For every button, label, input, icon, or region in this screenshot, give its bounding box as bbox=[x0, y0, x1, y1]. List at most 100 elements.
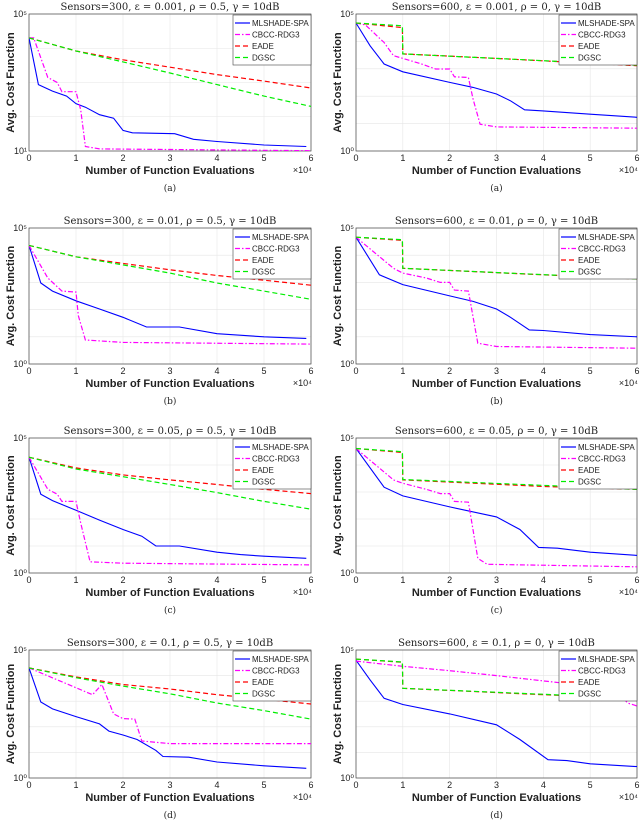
x-tick-label: 6 bbox=[634, 153, 639, 163]
x-tick-label: 0 bbox=[26, 575, 31, 585]
legend-label: DGSC bbox=[578, 268, 601, 277]
x-tick-label: 0 bbox=[26, 153, 31, 163]
axes-box bbox=[355, 13, 638, 152]
x-tick-label: 6 bbox=[634, 575, 639, 585]
x-tick-label: 6 bbox=[308, 153, 313, 163]
legend-label: DGSC bbox=[252, 268, 275, 277]
x-tick-label: 5 bbox=[588, 780, 593, 790]
y-tick-label: 10⁰ bbox=[13, 359, 27, 369]
x-tick-label: 2 bbox=[120, 575, 125, 585]
plot-title: Sensors=600, ε = 0.1, ρ = 0, γ = 10dB bbox=[398, 638, 595, 649]
x-tick-label: 4 bbox=[214, 780, 219, 790]
x-tick-label: 4 bbox=[214, 366, 219, 376]
series-line-cbcc-rdg3 bbox=[356, 448, 637, 568]
subplot-3: 0 1 2 3 4 5 6 10⁵ 10⁰ ×10⁴ Sensors=300, ε = 0.01, … bbox=[5, 216, 314, 407]
y-axis-label: Avg. Cost Function bbox=[332, 664, 344, 765]
x-multiplier: ×10⁴ bbox=[619, 378, 638, 388]
y-tick-label: 10⁰ bbox=[340, 146, 354, 156]
series-line-dgsc bbox=[29, 37, 311, 107]
y-tick-label: 10⁰ bbox=[340, 568, 354, 578]
legend-label: EADE bbox=[578, 256, 600, 265]
y-tick-label: 10⁵ bbox=[13, 433, 27, 443]
series-line-mlshade-spa bbox=[356, 659, 637, 768]
y-tick-label: 10⁰ bbox=[13, 773, 27, 783]
x-tick-label: 3 bbox=[494, 780, 499, 790]
series-line-mlshade-spa bbox=[29, 245, 307, 339]
x-tick-label: 3 bbox=[494, 575, 499, 585]
x-tick-label: 2 bbox=[120, 366, 125, 376]
legend-label: MLSHADE-SPA bbox=[252, 233, 309, 242]
x-tick-label: 3 bbox=[167, 780, 172, 790]
x-tick-label: 0 bbox=[26, 366, 31, 376]
legend-label: MLSHADE-SPA bbox=[252, 19, 309, 28]
legend-label: EADE bbox=[252, 256, 274, 265]
axes-box bbox=[28, 649, 312, 779]
x-tick-label: 2 bbox=[120, 153, 125, 163]
x-tick-label: 6 bbox=[308, 780, 313, 790]
legend: MLSHADE-SPA CBCC-RDG3 EADE DGSC bbox=[232, 228, 312, 280]
x-tick-label: 1 bbox=[73, 366, 78, 376]
x-axis-label: Number of Function Evaluations bbox=[85, 165, 254, 177]
legend: MLSHADE-SPA CBCC-RDG3 EADE DGSC bbox=[558, 14, 638, 66]
plot-title: Sensors=300, ε = 0.1, ρ = 0.5, γ = 10dB bbox=[67, 638, 273, 649]
legend-label: DGSC bbox=[578, 478, 601, 487]
legend-label: MLSHADE-SPA bbox=[578, 655, 635, 664]
legend-label: DGSC bbox=[252, 690, 275, 699]
x-tick-label: 6 bbox=[634, 366, 639, 376]
x-tick-label: 2 bbox=[447, 780, 452, 790]
legend-label: CBCC-RDG3 bbox=[578, 31, 626, 40]
legend-label: CBCC-RDG3 bbox=[252, 245, 300, 254]
series-line-mlshade-spa bbox=[29, 667, 307, 769]
x-tick-label: 0 bbox=[353, 366, 358, 376]
x-multiplier: ×10⁴ bbox=[619, 165, 638, 175]
x-tick-label: 1 bbox=[400, 575, 405, 585]
y-axis-label: Avg. Cost Function bbox=[5, 455, 17, 556]
plot-title: Sensors=300, ε = 0.01, ρ = 0.5, γ = 10dB bbox=[64, 216, 277, 227]
plot-title: Sensors=600, ε = 0.05, ρ = 0, γ = 10dB bbox=[395, 426, 598, 437]
series-line-mlshade-spa bbox=[356, 236, 637, 338]
legend-label: CBCC-RDG3 bbox=[578, 455, 626, 464]
plot-title: Sensors=300, ε = 0.001, ρ = 0.5, γ = 10d… bbox=[60, 2, 279, 13]
x-tick-label: 6 bbox=[308, 575, 313, 585]
series-line-dgsc bbox=[356, 658, 637, 699]
x-tick-label: 5 bbox=[261, 780, 266, 790]
y-tick-label: 10⁵ bbox=[340, 9, 354, 19]
y-axis-label: Avg. Cost Function bbox=[5, 246, 17, 347]
x-tick-label: 3 bbox=[494, 366, 499, 376]
y-axis-label: Avg. Cost Function bbox=[332, 32, 344, 133]
legend: MLSHADE-SPA CBCC-RDG3 EADE DGSC bbox=[558, 650, 638, 702]
legend-label: MLSHADE-SPA bbox=[578, 19, 635, 28]
subplot-5: 0 1 2 3 4 5 6 10⁵ 10⁰ ×10⁴ Sensors=300, ε = 0.05, … bbox=[5, 426, 314, 616]
subplot-caption: (b) bbox=[490, 396, 503, 407]
legend-label: CBCC-RDG3 bbox=[252, 455, 300, 464]
x-axis-label: Number of Function Evaluations bbox=[85, 378, 254, 390]
x-axis-label: Number of Function Evaluations bbox=[412, 378, 581, 390]
series-line-cbcc-rdg3 bbox=[356, 22, 637, 129]
axes-box bbox=[355, 227, 638, 365]
legend-label: CBCC-RDG3 bbox=[578, 245, 626, 254]
subplot-8: 0 1 2 3 4 5 6 10⁵ 10⁰ ×10⁴ Sensors=600, ε = 0.1, ρ… bbox=[332, 638, 640, 821]
x-tick-label: 6 bbox=[308, 366, 313, 376]
x-tick-label: 3 bbox=[167, 366, 172, 376]
axes-box bbox=[355, 649, 638, 779]
subplot-caption: (c) bbox=[490, 605, 502, 616]
series-line-mlshade-spa bbox=[29, 37, 307, 148]
subplot-6: 0 1 2 3 4 5 6 10⁵ 10⁰ ×10⁴ Sensors=600, ε = 0.05, … bbox=[332, 426, 640, 616]
series-line-dgsc bbox=[356, 236, 637, 280]
x-tick-label: 1 bbox=[400, 780, 405, 790]
subplot-caption: (a) bbox=[164, 183, 176, 194]
x-multiplier: ×10⁴ bbox=[293, 792, 312, 802]
x-axis-label: Number of Function Evaluations bbox=[412, 165, 581, 177]
y-axis-label: Avg. Cost Function bbox=[332, 246, 344, 347]
x-tick-label: 4 bbox=[541, 153, 546, 163]
subplot-7: 0 1 2 3 4 5 6 10⁵ 10⁰ ×10⁴ Sensors=300, ε = 0.1, ρ… bbox=[5, 638, 314, 821]
legend-label: MLSHADE-SPA bbox=[578, 443, 635, 452]
subplot-caption: (c) bbox=[164, 605, 176, 616]
series-line-mlshade-spa bbox=[356, 448, 637, 556]
axes-box bbox=[28, 437, 312, 574]
x-tick-label: 3 bbox=[494, 153, 499, 163]
series-line-mlshade-spa bbox=[356, 22, 637, 118]
x-tick-label: 5 bbox=[261, 575, 266, 585]
x-tick-label: 1 bbox=[73, 780, 78, 790]
